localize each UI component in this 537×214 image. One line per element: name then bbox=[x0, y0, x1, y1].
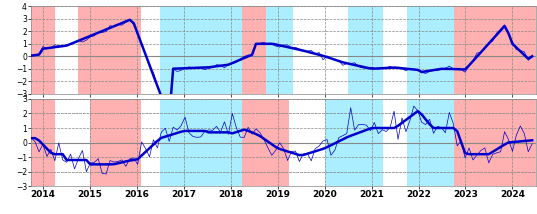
Bar bbox=[454, 6, 536, 94]
Bar bbox=[242, 6, 266, 94]
Bar bbox=[348, 6, 383, 94]
Bar bbox=[454, 99, 536, 186]
Bar bbox=[325, 99, 383, 186]
Bar bbox=[90, 99, 141, 186]
Bar bbox=[160, 99, 242, 186]
Bar bbox=[407, 6, 454, 94]
Bar bbox=[266, 6, 293, 94]
Bar bbox=[31, 99, 55, 186]
Bar bbox=[31, 6, 55, 94]
Bar bbox=[407, 99, 454, 186]
Bar bbox=[242, 99, 289, 186]
Bar bbox=[78, 6, 141, 94]
Bar bbox=[160, 6, 242, 94]
